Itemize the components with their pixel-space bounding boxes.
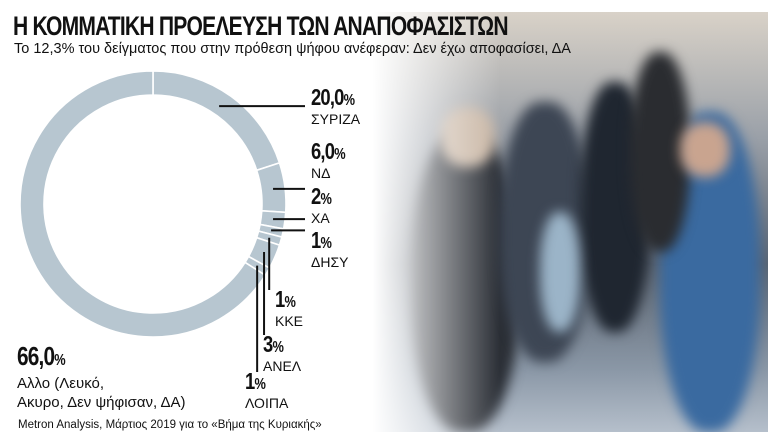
label-xa: 2% ΧΑ bbox=[311, 183, 332, 226]
label-syriza: 20,0% ΣΥΡΙΖΑ bbox=[311, 84, 361, 127]
donut-slice-1 bbox=[152, 70, 281, 172]
label-anel: 3% ΑΝΕΛ bbox=[263, 331, 302, 374]
donut-slice-8 bbox=[19, 70, 267, 338]
donut-slice-2 bbox=[255, 161, 287, 214]
crowd-photo bbox=[330, 12, 768, 432]
label-allo: 66,0% Αλλο (Λευκό, Ακυρο, Δεν ψήφισαν, Δ… bbox=[17, 341, 186, 411]
label-nd: 6,0% ΝΔ bbox=[311, 138, 346, 181]
chart-subtitle: Το 12,3% του δείγματος που στην πρόθεση … bbox=[14, 41, 571, 57]
label-disy: 1% ΔΗΣΥ bbox=[311, 227, 349, 270]
chart-title: Η ΚΟΜΜΑΤΙΚΗ ΠΡΟΕΛΕΥΣΗ ΤΩΝ ΑΝΑΠΟΦΑΣΙΣΤΩΝ bbox=[13, 11, 509, 41]
label-kke: 1% ΚΚΕ bbox=[275, 286, 304, 329]
label-loipa: 1% ΛΟΙΠΑ bbox=[245, 368, 289, 411]
source-note: Metron Analysis, Μάρτιος 2019 για το «Βή… bbox=[18, 419, 322, 431]
